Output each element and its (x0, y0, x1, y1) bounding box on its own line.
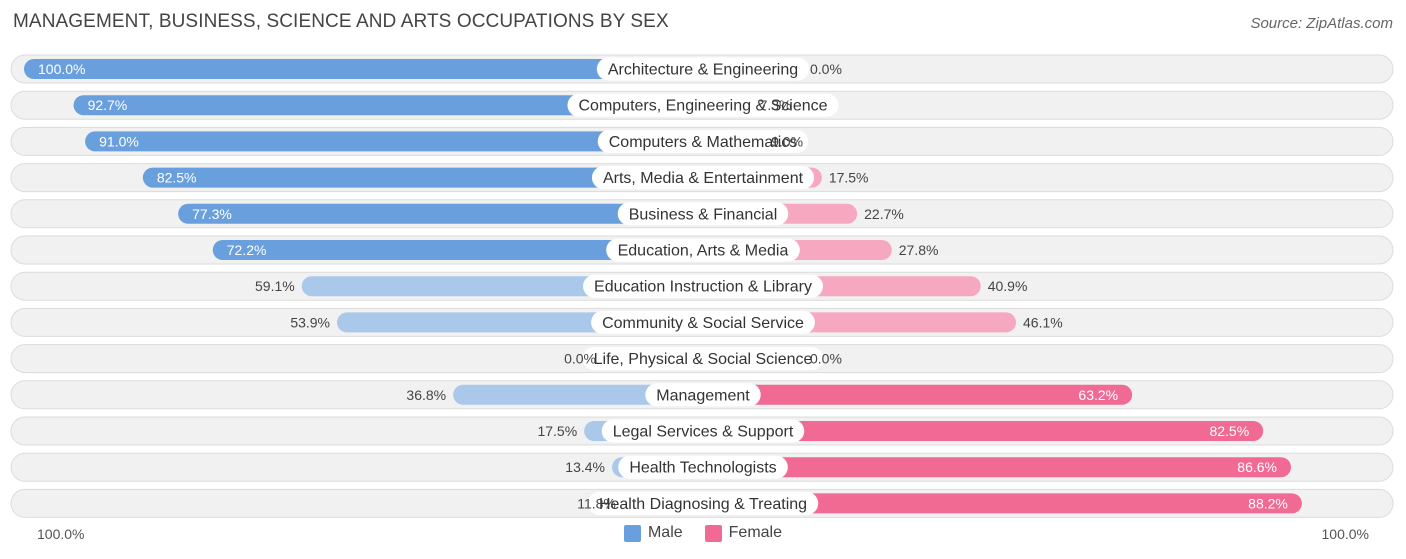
female-value-label: 0.0% (810, 61, 842, 77)
female-value-label: 88.2% (1248, 495, 1288, 511)
female-value-label: 27.8% (899, 242, 939, 258)
category-label: Computers & Mathematics (609, 134, 798, 151)
female-value-label: 22.7% (864, 206, 904, 222)
male-value-label: 53.9% (290, 314, 330, 330)
female-value-label: 82.5% (1209, 423, 1249, 439)
category-label-bg (618, 455, 788, 479)
female-value-label: 86.6% (1237, 459, 1277, 475)
male-bar (142, 167, 703, 188)
male-bar (453, 384, 703, 405)
male-value-label: 100.0% (38, 61, 85, 77)
category-label-bg (591, 166, 815, 190)
category-label: Arts, Media & Entertainment (603, 170, 804, 187)
category-label: Education, Arts & Media (618, 243, 789, 260)
legend-swatch-female (704, 524, 722, 542)
male-value-label: 13.4% (565, 459, 605, 475)
category-label: Computers, Engineering & Science (578, 98, 827, 115)
category-label-bg (606, 238, 800, 262)
category-label-bg (645, 383, 761, 407)
category-label-bg (567, 93, 839, 117)
female-value-label: 46.1% (1023, 314, 1063, 330)
female-value-label: 40.9% (988, 278, 1028, 294)
male-value-label: 11.8% (577, 495, 616, 511)
category-label-bg (591, 310, 815, 334)
female-bar (703, 457, 1292, 478)
male-bar (212, 240, 703, 260)
female-value-label: 63.2% (1078, 387, 1118, 403)
axis-right-label: 100.0% (1321, 526, 1369, 542)
male-value-label: 82.5% (157, 170, 197, 186)
category-label-bg (597, 129, 809, 153)
category-label-bg (596, 57, 810, 81)
axis-left-label: 100.0% (37, 526, 85, 542)
male-value-label: 72.2% (227, 242, 267, 258)
male-value-label: 91.0% (99, 133, 139, 149)
male-bar (85, 131, 704, 152)
chart-title: MANAGEMENT, BUSINESS, SCIENCE AND ARTS O… (13, 11, 669, 32)
female-bar (703, 384, 1133, 405)
legend: Male Female (0, 524, 1406, 542)
diverging-bar-chart: Architecture & Engineering 100.0% 0.0% Comp… (10, 54, 1394, 518)
category-label: Life, Physical & Social Science (594, 351, 813, 368)
male-value-label: 92.7% (88, 97, 128, 113)
male-bar (24, 59, 703, 79)
category-label-bg (601, 419, 805, 443)
legend-item-male: Male (623, 524, 683, 542)
category-label: Education Instruction & Library (594, 279, 812, 296)
female-value-label: 0.0% (810, 351, 842, 367)
male-value-label: 0.0% (564, 351, 596, 367)
female-value-label: 17.5% (829, 170, 869, 186)
category-label-bg (587, 491, 819, 515)
legend-item-female: Female (704, 524, 783, 542)
male-value-label: 17.5% (537, 423, 577, 439)
male-value-label: 77.3% (192, 206, 232, 222)
category-label: Legal Services & Support (613, 424, 794, 441)
male-bar (73, 95, 703, 116)
male-value-label: 36.8% (406, 387, 446, 403)
female-bar (703, 493, 1302, 514)
male-value-label: 59.1% (255, 278, 295, 294)
category-label-bg (617, 202, 789, 226)
category-label: Health Diagnosing & Treating (599, 496, 807, 513)
category-label: Community & Social Service (602, 315, 804, 332)
category-label-bg (582, 347, 824, 371)
legend-swatch-male (623, 524, 641, 542)
male-bar (178, 203, 703, 224)
category-label: Business & Financial (629, 206, 778, 223)
female-value-label: 7.3% (760, 97, 792, 113)
category-label-bg (583, 274, 823, 298)
category-label: Management (656, 387, 750, 404)
legend-label-female: Female (728, 524, 783, 541)
female-value-label: 9.0% (771, 133, 803, 149)
category-label: Architecture & Engineering (608, 62, 798, 79)
category-label: Health Technologists (629, 460, 776, 477)
legend-label-male: Male (647, 524, 683, 541)
female-bar (703, 421, 1264, 441)
source-credit: Source: ZipAtlas.com (1250, 15, 1393, 32)
